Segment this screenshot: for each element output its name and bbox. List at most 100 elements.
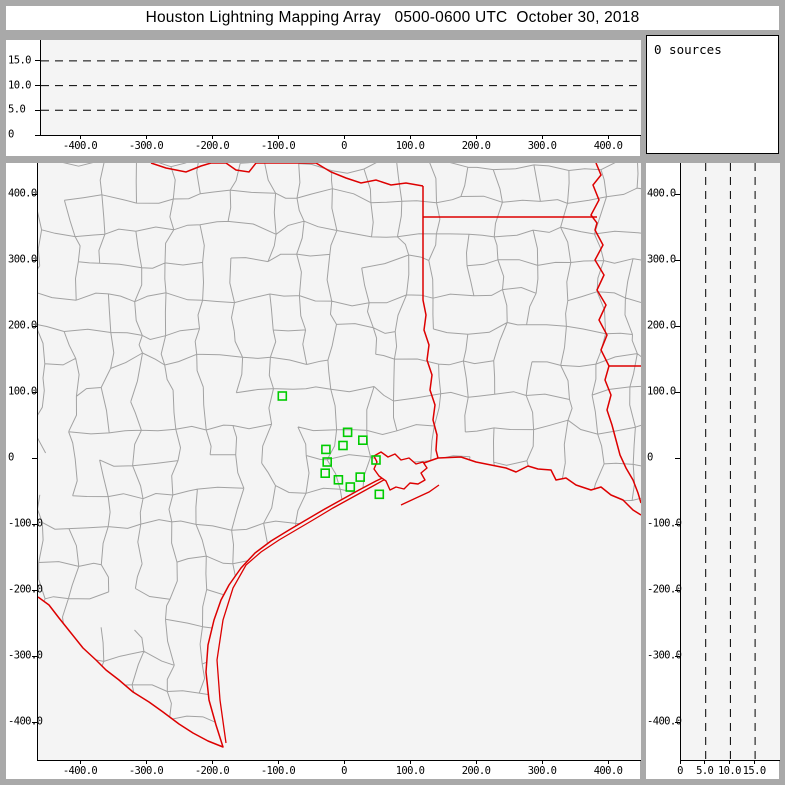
galveston-island-line — [400, 484, 440, 506]
lma-station-marker — [374, 489, 385, 500]
map-x-tick-label: -400.0 — [62, 765, 98, 777]
ew-x-tick — [541, 135, 543, 139]
alt-y-tick — [35, 60, 40, 62]
lma-station-marker — [355, 472, 366, 482]
alt-ns-gridlines-svg — [705, 163, 756, 760]
ew-x-tick-label: 0 — [341, 140, 347, 152]
alt-x-tick — [679, 760, 681, 764]
alt-x-tick — [753, 760, 755, 764]
map-x-tick-label: 100.0 — [395, 765, 425, 777]
map-y-tick — [32, 589, 37, 591]
map-x-tick-label: 300.0 — [527, 765, 557, 777]
map-y-tick-label: 300.0 — [8, 253, 37, 266]
map-x-tick-label: 200.0 — [461, 765, 491, 777]
map-y-tick — [32, 259, 37, 261]
panel-plan-view-map: 400.0 300.0 200.0 100.0 0 -100.0 -200.0 -300.0 -… — [6, 163, 641, 779]
map-x-tick-label: -300.0 — [128, 765, 164, 777]
alt-y-tick — [35, 109, 40, 111]
ew-x-tick — [211, 135, 213, 139]
plot-altitude-north-south[interactable] — [680, 163, 780, 761]
ew-x-tick-label: -100.0 — [260, 140, 296, 152]
alt-x-tick-label: 10.0 — [717, 765, 741, 777]
map-y-tick-label: 400.0 — [8, 187, 37, 200]
sources-count-label: 0 sources — [654, 42, 722, 57]
map-y-tick-label: -200.0 — [8, 583, 43, 596]
alt-y-tick-label: 0 — [8, 128, 14, 141]
alt-x-tick — [728, 760, 730, 764]
lma-station-marker — [320, 468, 331, 479]
ns-y-tick — [675, 193, 680, 195]
ns-y-tick — [675, 391, 680, 393]
map-y-tick — [32, 655, 37, 657]
ew-x-tick-label: 300.0 — [527, 140, 557, 152]
ew-x-tick-label: -400.0 — [62, 140, 98, 152]
map-y-tick-label: -400.0 — [8, 715, 43, 728]
map-x-tick — [475, 760, 477, 764]
sources-box: 0 sources — [646, 35, 779, 154]
lma-station-marker — [333, 474, 344, 485]
gulf-of-mexico-mask — [38, 457, 641, 760]
map-y-tick-label: -300.0 — [8, 649, 43, 662]
ew-x-tick — [607, 135, 609, 139]
map-x-tick-label: 0 — [341, 765, 347, 777]
alt-x-tick-label: 0 — [677, 765, 683, 777]
map-y-tick — [32, 523, 37, 525]
panel-altitude-east-west: 0 5.0 10.0 15.0 -400.0 -300.0 -200.0 -100.0 0 100… — [6, 40, 641, 156]
alt-y-tick-label: 10.0 — [8, 79, 31, 92]
alt-x-tick-label: 5.0 — [696, 765, 714, 777]
map-y-tick — [32, 721, 37, 723]
ew-x-tick — [409, 135, 411, 139]
map-y-tick — [32, 193, 37, 195]
lma-station-marker — [321, 444, 331, 455]
ew-x-tick — [145, 135, 147, 139]
map-x-tick-label: -100.0 — [260, 765, 296, 777]
map-x-tick — [277, 760, 279, 764]
map-x-tick — [409, 760, 411, 764]
alt-ew-gridlines-svg — [41, 60, 641, 111]
map-y-tick — [32, 457, 37, 459]
map-x-tick — [79, 760, 81, 764]
map-y-tick-label: 0 — [8, 451, 14, 464]
ew-x-tick-label: 200.0 — [461, 140, 491, 152]
lma-station-marker — [371, 455, 381, 465]
red-river-border — [150, 163, 424, 187]
ns-y-tick — [675, 721, 680, 723]
alt-x-tick — [704, 760, 706, 764]
map-x-tick — [541, 760, 543, 764]
map-svg — [38, 163, 641, 760]
title-bar: Houston Lightning Mapping Array 0500-060… — [6, 6, 779, 30]
ew-x-tick — [277, 135, 279, 139]
alt-x-tick-label: 15.0 — [742, 765, 766, 777]
lma-stations — [277, 391, 385, 500]
ew-x-tick-label: 100.0 — [395, 140, 425, 152]
ns-y-tick — [675, 325, 680, 327]
lma-station-marker — [357, 435, 368, 446]
plot-plan-view-map[interactable] — [37, 163, 641, 761]
window-title: Houston Lightning Mapping Array 0500-060… — [145, 9, 640, 26]
ns-y-tick-label: -100.0 — [647, 517, 682, 530]
alt-y-tick — [35, 134, 40, 136]
ew-x-tick — [79, 135, 81, 139]
ew-x-tick-label: -300.0 — [128, 140, 164, 152]
alt-y-tick-label: 5.0 — [8, 103, 26, 116]
map-x-tick — [145, 760, 147, 764]
ew-x-tick — [343, 135, 345, 139]
ns-y-tick-label: 200.0 — [647, 319, 676, 332]
ns-y-tick-label: 100.0 — [647, 385, 676, 398]
ns-y-tick — [675, 457, 680, 459]
ns-y-tick — [675, 523, 680, 525]
ns-y-tick — [675, 589, 680, 591]
map-x-tick — [211, 760, 213, 764]
map-y-tick — [32, 391, 37, 393]
coastline-and-rio-grande — [38, 456, 641, 748]
ns-y-tick — [675, 259, 680, 261]
ns-y-tick — [675, 655, 680, 657]
map-y-tick-label: 100.0 — [8, 385, 37, 398]
map-x-tick — [607, 760, 609, 764]
ns-y-tick-label: 400.0 — [647, 187, 676, 200]
map-x-tick-label: 400.0 — [593, 765, 623, 777]
ew-x-tick-label: -200.0 — [194, 140, 230, 152]
ns-y-tick-label: -300.0 — [647, 649, 682, 662]
plot-altitude-east-west[interactable] — [40, 40, 641, 136]
